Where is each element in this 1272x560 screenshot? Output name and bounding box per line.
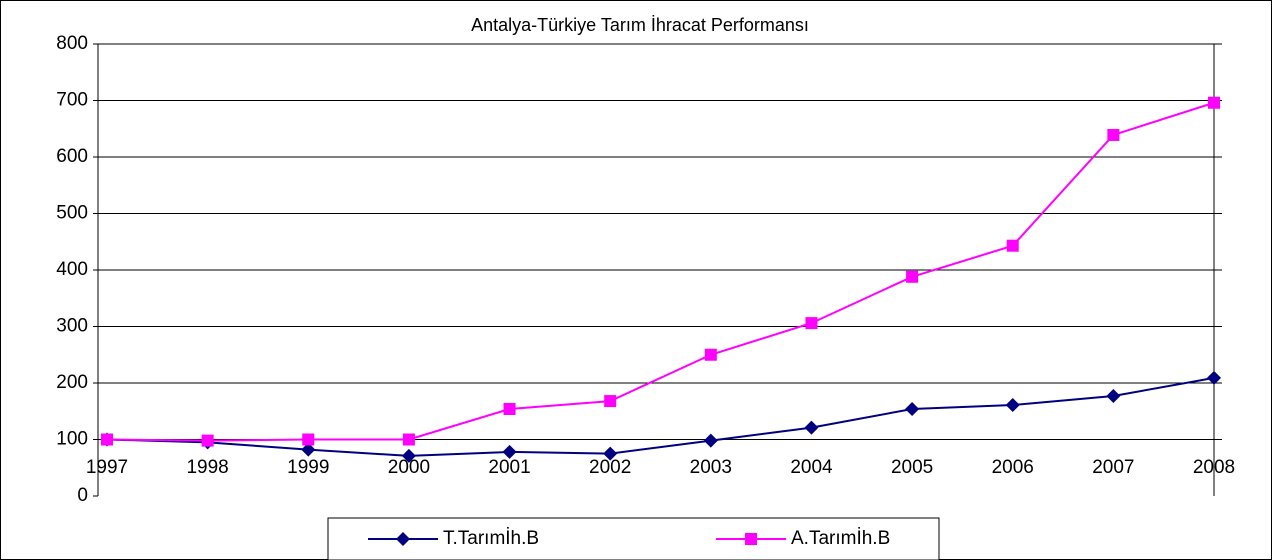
marker <box>905 401 920 416</box>
x-tick-label: 2006 <box>992 457 1034 478</box>
x-tick-label: 1999 <box>287 457 329 478</box>
marker <box>704 348 717 361</box>
marker <box>604 395 617 408</box>
marker <box>1005 398 1020 413</box>
marker <box>502 444 517 459</box>
x-tick-label: 2000 <box>388 457 430 478</box>
marker <box>1106 388 1121 403</box>
marker <box>401 448 416 463</box>
legend-label: T.Tarımİh.B <box>443 528 539 549</box>
x-tick-label: 1998 <box>186 457 228 478</box>
y-tick-label: 400 <box>56 259 88 280</box>
marker <box>1208 96 1220 109</box>
marker <box>302 433 315 446</box>
y-tick-label: 800 <box>56 33 88 54</box>
marker <box>1006 239 1019 252</box>
y-tick-label: 100 <box>56 429 88 450</box>
y-tick-label: 300 <box>56 316 88 337</box>
x-tick-label: 2004 <box>790 457 833 478</box>
marker <box>201 434 214 447</box>
y-tick-label: 0 <box>77 485 88 506</box>
x-tick-label: 2005 <box>891 457 933 478</box>
y-tick-label: 600 <box>56 146 88 167</box>
marker <box>805 317 818 330</box>
y-tick-label: 500 <box>56 203 88 224</box>
x-tick-label: 1997 <box>86 457 128 478</box>
x-tick-label: 2002 <box>589 457 631 478</box>
marker <box>804 420 819 435</box>
marker <box>906 270 919 283</box>
chart-title: Antalya-Türkiye Tarım İhracat Performans… <box>471 15 809 35</box>
marker <box>101 433 113 446</box>
x-tick-label: 2008 <box>1193 457 1235 478</box>
x-tick-label: 2003 <box>690 457 732 478</box>
marker <box>603 446 618 461</box>
series-line <box>106 101 1215 442</box>
marker <box>503 402 516 415</box>
marker <box>1207 370 1221 385</box>
y-tick-label: 200 <box>56 372 88 393</box>
x-tick-label: 2001 <box>488 457 530 478</box>
marker <box>402 433 415 446</box>
marker <box>1107 128 1120 141</box>
y-tick-label: 700 <box>56 90 88 111</box>
marker <box>703 433 718 448</box>
marker <box>396 532 410 546</box>
marker <box>301 442 316 457</box>
x-tick-label: 2007 <box>1092 457 1134 478</box>
legend-label: A.Tarımİh.B <box>791 528 890 549</box>
marker <box>745 533 757 545</box>
series-line <box>106 376 1215 457</box>
